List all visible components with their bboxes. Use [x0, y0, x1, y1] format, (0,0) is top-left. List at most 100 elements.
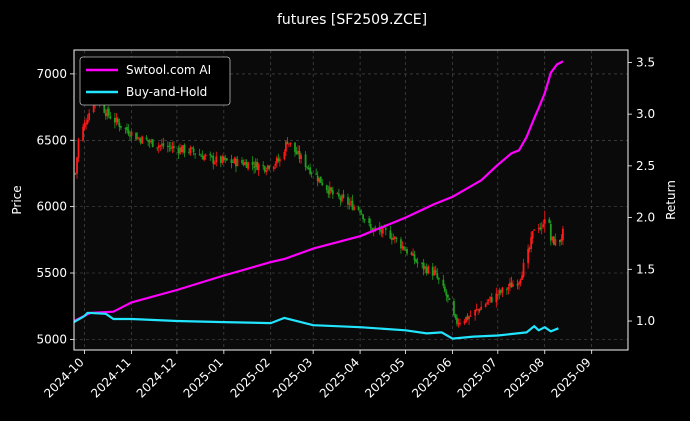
candle-body: [171, 146, 174, 149]
candle-body: [393, 236, 396, 239]
candle-body: [516, 284, 519, 286]
candle-body: [245, 162, 248, 168]
y2-tick-label: 2.5: [636, 159, 655, 173]
legend-label-hold: Buy-and-Hold: [126, 85, 207, 99]
candle-body: [177, 148, 180, 154]
candle-body: [104, 113, 107, 116]
candle-body: [213, 162, 216, 165]
candle-body: [242, 162, 245, 166]
candle-body: [537, 228, 540, 230]
candle-body: [353, 206, 355, 210]
candle-body: [425, 266, 428, 274]
candle-body: [272, 166, 275, 170]
candle-body: [274, 163, 277, 166]
candle-body: [539, 227, 542, 230]
candle-body: [285, 141, 287, 152]
candle-body: [233, 158, 236, 163]
candle-body: [410, 252, 413, 255]
candle-body: [543, 219, 546, 224]
candle-body: [331, 190, 334, 195]
y2-tick-label: 1.0: [636, 314, 655, 328]
y2-tick-label: 3.5: [636, 55, 655, 69]
candle-body: [487, 299, 490, 302]
candle-body: [156, 147, 159, 149]
candle-body: [212, 156, 215, 164]
candle-body: [76, 157, 78, 174]
candle-body: [203, 156, 206, 160]
candle-body: [232, 161, 234, 163]
candle-body: [126, 127, 128, 131]
candle-body: [463, 321, 466, 324]
candle-body: [106, 109, 109, 117]
candle-body: [433, 270, 436, 276]
candle-body: [286, 141, 289, 145]
candle-body: [289, 142, 292, 144]
candle-body: [507, 287, 510, 289]
candle-body: [522, 262, 525, 277]
candle-body: [263, 166, 266, 172]
candle-body: [509, 282, 511, 287]
candle-body: [501, 287, 504, 293]
candle-body: [254, 161, 257, 168]
candle-body: [339, 197, 342, 201]
candle-body: [157, 145, 160, 148]
candle-body: [551, 236, 554, 240]
candle-body: [445, 291, 448, 296]
candle-body: [83, 122, 86, 128]
candle-body: [74, 173, 77, 175]
candle-body: [437, 277, 440, 280]
candle-body: [390, 237, 393, 240]
candle-body: [306, 166, 309, 168]
y-tick-label: 7000: [36, 67, 67, 81]
candle-body: [442, 279, 445, 286]
candle-body: [454, 314, 457, 318]
y-axis-title: Price: [10, 185, 24, 214]
candle-body: [351, 200, 354, 210]
y2-axis-title: Return: [664, 180, 678, 220]
candle-body: [169, 147, 172, 149]
candle-body: [159, 145, 162, 147]
candle-body: [188, 151, 190, 153]
price-candles: [74, 95, 564, 328]
candle-body: [350, 201, 352, 203]
candle-body: [310, 172, 313, 174]
candle-body: [257, 164, 260, 171]
candle-body: [554, 239, 557, 246]
candle-body: [266, 165, 269, 170]
candle-body: [474, 309, 477, 316]
candle-body: [150, 140, 153, 142]
candle-body: [113, 117, 116, 123]
candle-body: [374, 227, 377, 229]
candle-body: [318, 177, 321, 183]
candle-body: [182, 145, 184, 153]
candle-body: [183, 144, 186, 153]
candle-body: [180, 147, 183, 153]
candle-body: [319, 176, 322, 183]
candle-body: [403, 246, 405, 250]
series-line-hold: [73, 311, 559, 340]
chart-title: futures [SF2509.ZCE]: [277, 12, 427, 28]
candle-body: [109, 116, 112, 119]
candle-body: [392, 237, 395, 240]
candle-body: [321, 182, 324, 186]
candle-body: [120, 125, 122, 128]
candle-body: [427, 266, 430, 274]
candle-body: [297, 150, 299, 154]
candle-body: [277, 158, 280, 162]
candle-body: [115, 117, 118, 122]
candle-body: [562, 228, 564, 240]
candle-body: [448, 298, 451, 300]
candle-body: [244, 162, 246, 165]
candle-body: [530, 237, 533, 249]
candle-body: [443, 286, 446, 292]
y-axis-price: 5000 5500 6000 6500 7000: [36, 67, 74, 346]
candle-body: [210, 155, 213, 157]
candle-body: [489, 296, 492, 300]
candle-body: [401, 245, 404, 249]
candle-body: [130, 131, 133, 136]
candle-body: [168, 145, 171, 147]
candle-body: [416, 262, 419, 264]
candle-body: [478, 309, 481, 311]
candle-body: [465, 316, 467, 322]
